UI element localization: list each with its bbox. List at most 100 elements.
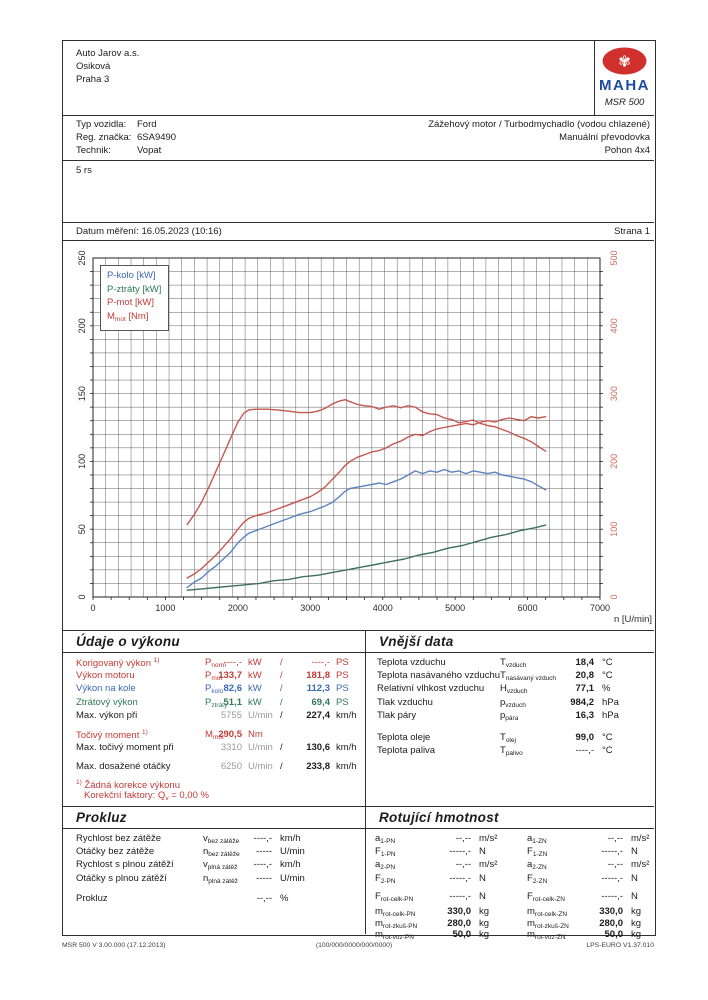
perf-row-value1: 51,1 [223,696,243,708]
perf-row-unit2: km/h [336,742,357,754]
perf-row-value1: 290,5 [218,729,242,740]
rotmass-row-unit: N [479,890,486,902]
perf-row-unit1: kW [248,683,262,695]
technician-label: Technik: [76,145,111,156]
maha-logo: ✾ MAHA MSR 500 [595,41,654,114]
document-border [62,40,656,936]
footer-module: LPS-EURO V1.37.010 [586,942,654,949]
rotmass-row-symbol: a1-ZN [527,833,547,845]
footnote-correction-factor: Korekční faktory: Qv = 0,00 % [84,790,209,802]
perf-row-label: Výkon motoru [76,670,135,682]
page-number: Strana 1 [614,226,650,237]
title-underline [62,828,365,829]
perf-row-symbol: Pkolo [205,683,224,696]
gear-icon: ✾ [618,54,631,71]
slip-row-symbol: nplná zátěž [203,872,238,885]
slip-row-unit: km/h [280,833,301,844]
drivetrain-spec: Pohon 4x4 [604,145,650,156]
rotmass-row-symbol: mrot-voz-PN [375,929,414,942]
ambient-row-unit: °C [602,745,613,757]
ambient-row-unit: °C [602,657,613,668]
y-right-tick-label: 300 [609,386,619,401]
perf-row-value1: 133,7 [218,670,242,682]
logo-cell-divider [594,40,595,115]
slip-row-label: Prokluz [76,892,108,904]
rotmass-row-value: -----,- [449,846,471,858]
y-right-tick-label: 100 [609,522,619,537]
series-P-ztraty [186,524,547,591]
divider [62,806,654,807]
legend-entry: P-kolo [kW] [107,270,156,281]
perf-row-unit1: Nm [248,729,263,740]
y-left-tick-label: 200 [77,318,87,333]
slip-row-symbol: vplná zátěž [203,859,238,872]
ambient-row-value: 20,8 [575,670,595,682]
perf-row-separator: / [280,709,283,721]
legend-entry: P-mot [kW] [107,297,154,308]
rotmass-row-value: -----,- [601,890,623,902]
ambient-row-label: Relativní vlhkost vzduchu [377,683,485,695]
rotmass-row-unit: kg [631,929,642,941]
rotmass-row-value: 50,0 [604,929,624,941]
rotmass-row-unit: kg [479,917,490,929]
perf-row-unit2: PS [336,657,349,668]
rotmass-row-unit: kg [479,906,490,918]
rotmass-row-value: 280,0 [447,917,471,929]
perf-row-separator: / [280,761,283,773]
series-M-mot [186,398,547,526]
x-tick-label: 5000 [445,603,465,613]
slip-row-value: ----- [256,872,272,884]
rotmass-row-unit: m/s² [479,833,498,844]
slip-row-label: Rychlost bez zátěže [76,833,162,844]
y-left-tick-label: 100 [77,454,87,469]
perf-row-label: Max. dosažené otáčky [76,761,171,773]
ambient-row-unit: °C [602,670,613,682]
perf-row-unit2: km/h [336,761,357,773]
perf-row-unit1: U/min [248,709,273,721]
perf-row-label: Max. točivý moment při [76,742,174,754]
company-street: Osiková [76,61,111,72]
slip-section-title: Prokluz [76,810,127,825]
y-right-tick-label: 200 [609,454,619,469]
rotmass-row-value: -----,- [449,872,471,884]
company-name: Auto Jarov a.s. [76,48,140,59]
maha-logo-emblem: ✾ [602,47,647,75]
rotmass-row-symbol: mrot-zkuš-PN [375,917,418,930]
slip-row-value: ----,- [253,833,272,844]
plate-value: 6SA9490 [137,132,177,143]
vehicle-type-label: Typ vozidla: [76,119,127,130]
perf-row-value2: 233,8 [306,761,330,773]
perf-row-value2: 69,4 [311,696,331,708]
ambient-row-label: Tlak páry [377,709,417,721]
ambient-row-unit: °C [602,732,613,743]
rotmass-row-unit: kg [479,929,490,941]
ambient-row-value: 77,1 [575,683,595,695]
slip-row-unit: % [280,892,289,904]
footnote-no-correction: 1) Žádná korekce výkonu [76,779,181,791]
perf-row-value1: 82,6 [223,683,243,695]
ambient-row-label: Teplota paliva [377,745,436,757]
footer-version: MSR 500 V 3.00.000 (17.12.2013) [62,942,166,949]
ambient-row-value: 99,0 [575,732,595,743]
ambient-row-symbol: Hvzduch [500,683,528,696]
ambient-row-symbol: ppára [500,709,519,722]
ambient-row-label: Teplota vzduchu [377,657,446,668]
rotmass-row-unit: N [631,872,638,884]
ambient-row-unit: % [602,683,611,695]
x-tick-label: 6000 [518,603,538,613]
ambient-row-value: 18,4 [575,657,595,668]
slip-row-unit: U/min [280,846,305,858]
divider [62,160,654,161]
slip-row-label: Otáčky s plnou zátěží [76,872,167,884]
logo-ellipse [602,47,647,75]
rotating-mass-section-title: Rotující hmotnost [379,810,499,825]
gearbox-spec: Manuální převodovka [559,132,650,143]
rotmass-row-value: 50,0 [452,929,472,941]
rotmass-row-symbol: a1-PN [375,833,396,845]
engine-spec: Zážehový motor / Turbodmychadlo (vodou c… [428,119,650,130]
ambient-row-label: Tlak vzduchu [377,696,433,708]
rotmass-row-unit: N [479,872,486,884]
rotmass-row-unit: kg [631,906,642,918]
rotmass-row-symbol: Frot-celk-PN [375,890,414,903]
perf-row-symbol: Pnorm [205,657,227,669]
